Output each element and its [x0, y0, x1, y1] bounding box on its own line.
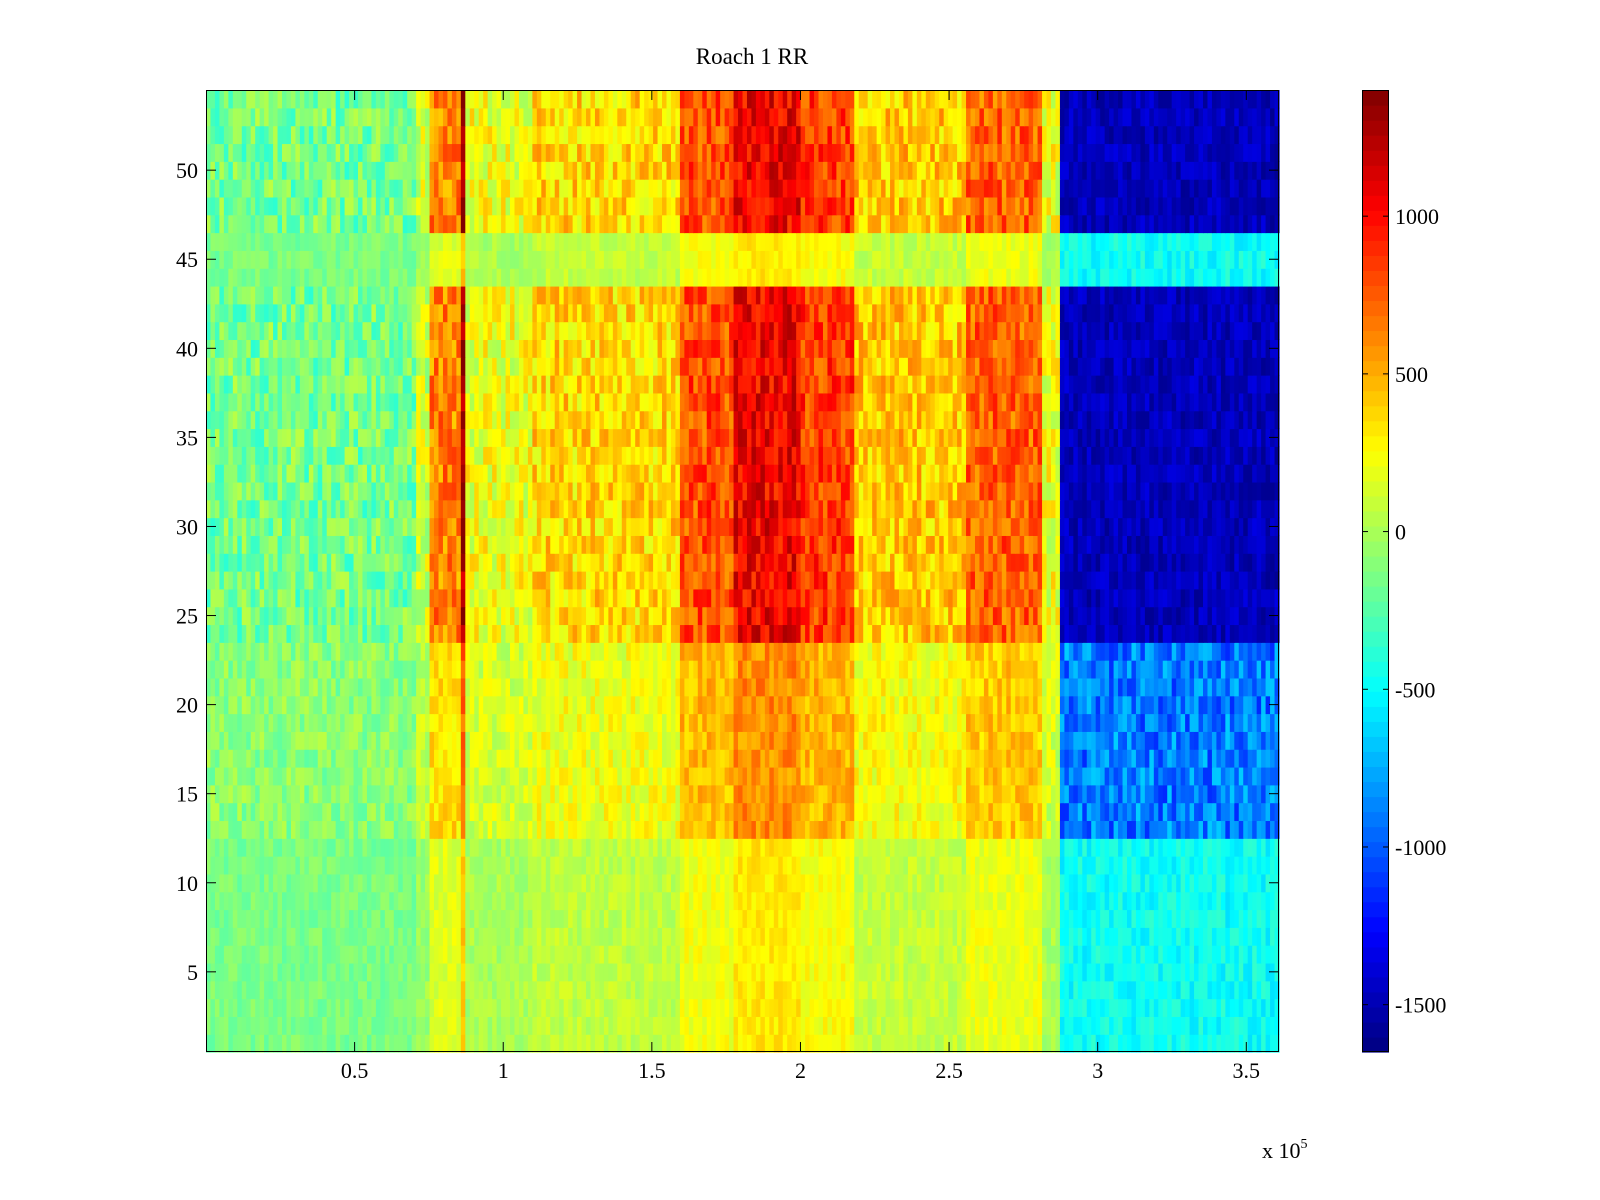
colorbar-step: [1362, 270, 1389, 287]
y-tick-label: 10: [176, 871, 198, 896]
colorbar-step: [1362, 555, 1389, 572]
colorbar-step: [1362, 961, 1389, 978]
colorbar-tick-label: 1000: [1395, 204, 1439, 229]
colorbar-step: [1362, 465, 1389, 482]
colorbar-step: [1362, 225, 1389, 241]
colorbar-tick-label: -1500: [1395, 993, 1446, 1018]
colorbar-step: [1362, 285, 1389, 302]
colorbar-step: [1362, 105, 1389, 121]
x-tick-label: 1.5: [638, 1058, 666, 1079]
x-axis-multiplier: x 105: [1262, 1136, 1308, 1164]
colorbar-step: [1362, 796, 1389, 813]
colorbar-step: [1362, 420, 1389, 437]
colorbar-tick-label: -1000: [1395, 835, 1446, 860]
colorbar-step: [1362, 510, 1389, 527]
colorbar-step: [1362, 120, 1389, 136]
x-tick-label: 1: [498, 1058, 509, 1079]
y-tick-label: 45: [176, 247, 198, 272]
colorbar-step: [1362, 255, 1389, 271]
colorbar-tick-labels: 1000 500 0 -500 -1000 -1500: [1395, 204, 1446, 1018]
heatmap-cells: [206, 90, 1280, 1053]
y-tick-label: 40: [176, 336, 198, 361]
colorbar-step: [1362, 195, 1389, 211]
y-tick-label: 35: [176, 425, 198, 450]
colorbar-step: [1362, 871, 1389, 888]
colorbar-step: [1362, 931, 1389, 948]
colorbar-step: [1362, 601, 1389, 617]
colorbar-step: [1362, 751, 1389, 768]
x-multiplier-exponent: 5: [1300, 1136, 1308, 1152]
colorbar-frame: [1362, 90, 1389, 1052]
colorbar-step: [1362, 946, 1389, 963]
colorbar-step: [1362, 691, 1389, 707]
colorbar-step: [1362, 480, 1389, 497]
axes-frame: [206, 90, 1279, 1052]
colorbar-step: [1362, 360, 1389, 377]
colorbar-step: [1362, 525, 1389, 542]
colorbar-step: [1362, 991, 1389, 1008]
colorbar-step: [1362, 916, 1389, 933]
colorbar-step: [1362, 736, 1389, 752]
colorbar-step: [1362, 90, 1389, 106]
x-tick-label: 3: [1092, 1058, 1103, 1079]
colorbar-step: [1362, 300, 1389, 317]
colorbar-step: [1362, 841, 1389, 858]
colorbar-step: [1362, 631, 1389, 647]
colorbar-step: [1362, 330, 1389, 347]
colorbar-step: [1362, 315, 1389, 332]
colorbar-step: [1362, 180, 1389, 196]
y-tick-label: 25: [176, 604, 198, 629]
y-tick-label: 50: [176, 158, 198, 183]
colorbar-tick-label: 0: [1395, 520, 1406, 545]
colorbar-step: [1362, 571, 1389, 587]
colorbar-step: [1362, 165, 1389, 181]
colorbar-step: [1362, 766, 1389, 783]
colorbar-step: [1362, 210, 1389, 226]
chart-title: Roach 1 RR: [695, 44, 809, 69]
colorbar-step: [1362, 135, 1389, 151]
colorbar-step: [1362, 495, 1389, 512]
colorbar: [1362, 90, 1389, 1053]
colorbar-step: [1362, 811, 1389, 828]
colorbar-step: [1362, 976, 1389, 993]
colorbar-step: [1362, 150, 1389, 166]
colorbar-step: [1362, 435, 1389, 452]
colorbar-step: [1362, 646, 1389, 662]
colorbar-step: [1362, 886, 1389, 903]
heatmap-axes: 0.5 1 1.5 2 2.5 3 3.5: [206, 90, 1280, 1079]
colorbar-step: [1362, 616, 1389, 632]
x-tick-label: 3.5: [1233, 1058, 1261, 1079]
colorbar-step: [1362, 856, 1389, 873]
colorbar-step: [1362, 661, 1389, 677]
colorbar-step: [1362, 1006, 1389, 1023]
colorbar-step: [1362, 345, 1389, 362]
y-tick-label: 30: [176, 514, 198, 539]
colorbar-step: [1362, 540, 1389, 557]
colorbar-step: [1362, 405, 1389, 422]
colorbar-step: [1362, 706, 1389, 722]
colorbar-step: [1362, 901, 1389, 918]
colorbar-step: [1362, 450, 1389, 467]
x-tick-label: 2: [795, 1058, 806, 1079]
colorbar-step: [1362, 1021, 1389, 1038]
colorbar-step: [1362, 826, 1389, 843]
colorbar-step: [1362, 676, 1389, 692]
y-tick-label: 20: [176, 693, 198, 718]
x-multiplier-base: x 10: [1262, 1138, 1301, 1163]
colorbar-step: [1362, 781, 1389, 798]
x-tick-label: 0.5: [341, 1058, 369, 1079]
x-tick-label: 2.5: [935, 1058, 963, 1079]
y-tick-labels: 5 10 15 20 25 30 35 40 45 50: [176, 158, 198, 985]
colorbar-tick-label: 500: [1395, 362, 1428, 387]
y-tick-label: 5: [187, 960, 198, 985]
colorbar-tick-label: -500: [1395, 677, 1435, 702]
colorbar-step: [1362, 1036, 1389, 1053]
colorbar-step: [1362, 390, 1389, 407]
colorbar-step: [1362, 721, 1389, 737]
y-tick-label: 15: [176, 782, 198, 807]
colorbar-step: [1362, 375, 1389, 392]
colorbar-step: [1362, 240, 1389, 256]
colorbar-step: [1362, 586, 1389, 602]
